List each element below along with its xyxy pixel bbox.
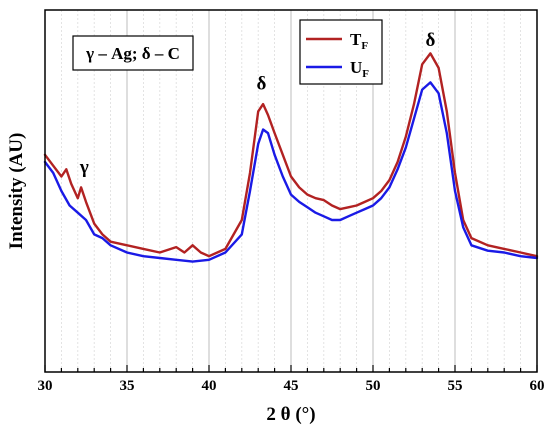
peak-label: γ <box>79 157 89 178</box>
series-line-t-f <box>43 52 539 258</box>
series-line-u-f <box>43 81 539 263</box>
x-tick-label: 45 <box>284 378 299 394</box>
phase-box-frame <box>72 35 194 71</box>
x-tick-label: 40 <box>202 378 217 394</box>
peak-label: δ <box>257 74 267 95</box>
x-ticks: 30 35 40 45 50 55 60 <box>38 365 545 394</box>
x-tick-label: 55 <box>448 378 463 394</box>
legend: TF UF <box>299 19 383 85</box>
peak-annotations: γ δ δ <box>79 30 436 178</box>
peak-label: δ <box>425 30 435 51</box>
x-tick-label: 30 <box>38 378 53 394</box>
x-tick-label: 35 <box>120 378 135 394</box>
x-tick-label: 60 <box>530 378 545 394</box>
phase-box-text: γ – Ag; δ – C <box>85 44 180 63</box>
legend-frame <box>299 19 383 85</box>
x-tick-label: 50 <box>366 378 381 394</box>
y-axis-label: Intensity (AU) <box>6 133 27 250</box>
series-layer <box>43 52 539 263</box>
legend-label-u-f: UF <box>350 58 369 80</box>
x-axis-label: 2 θ (°) <box>266 404 315 425</box>
phase-box: γ – Ag; δ – C <box>72 35 194 71</box>
legend-label-t-f: TF <box>350 30 368 52</box>
